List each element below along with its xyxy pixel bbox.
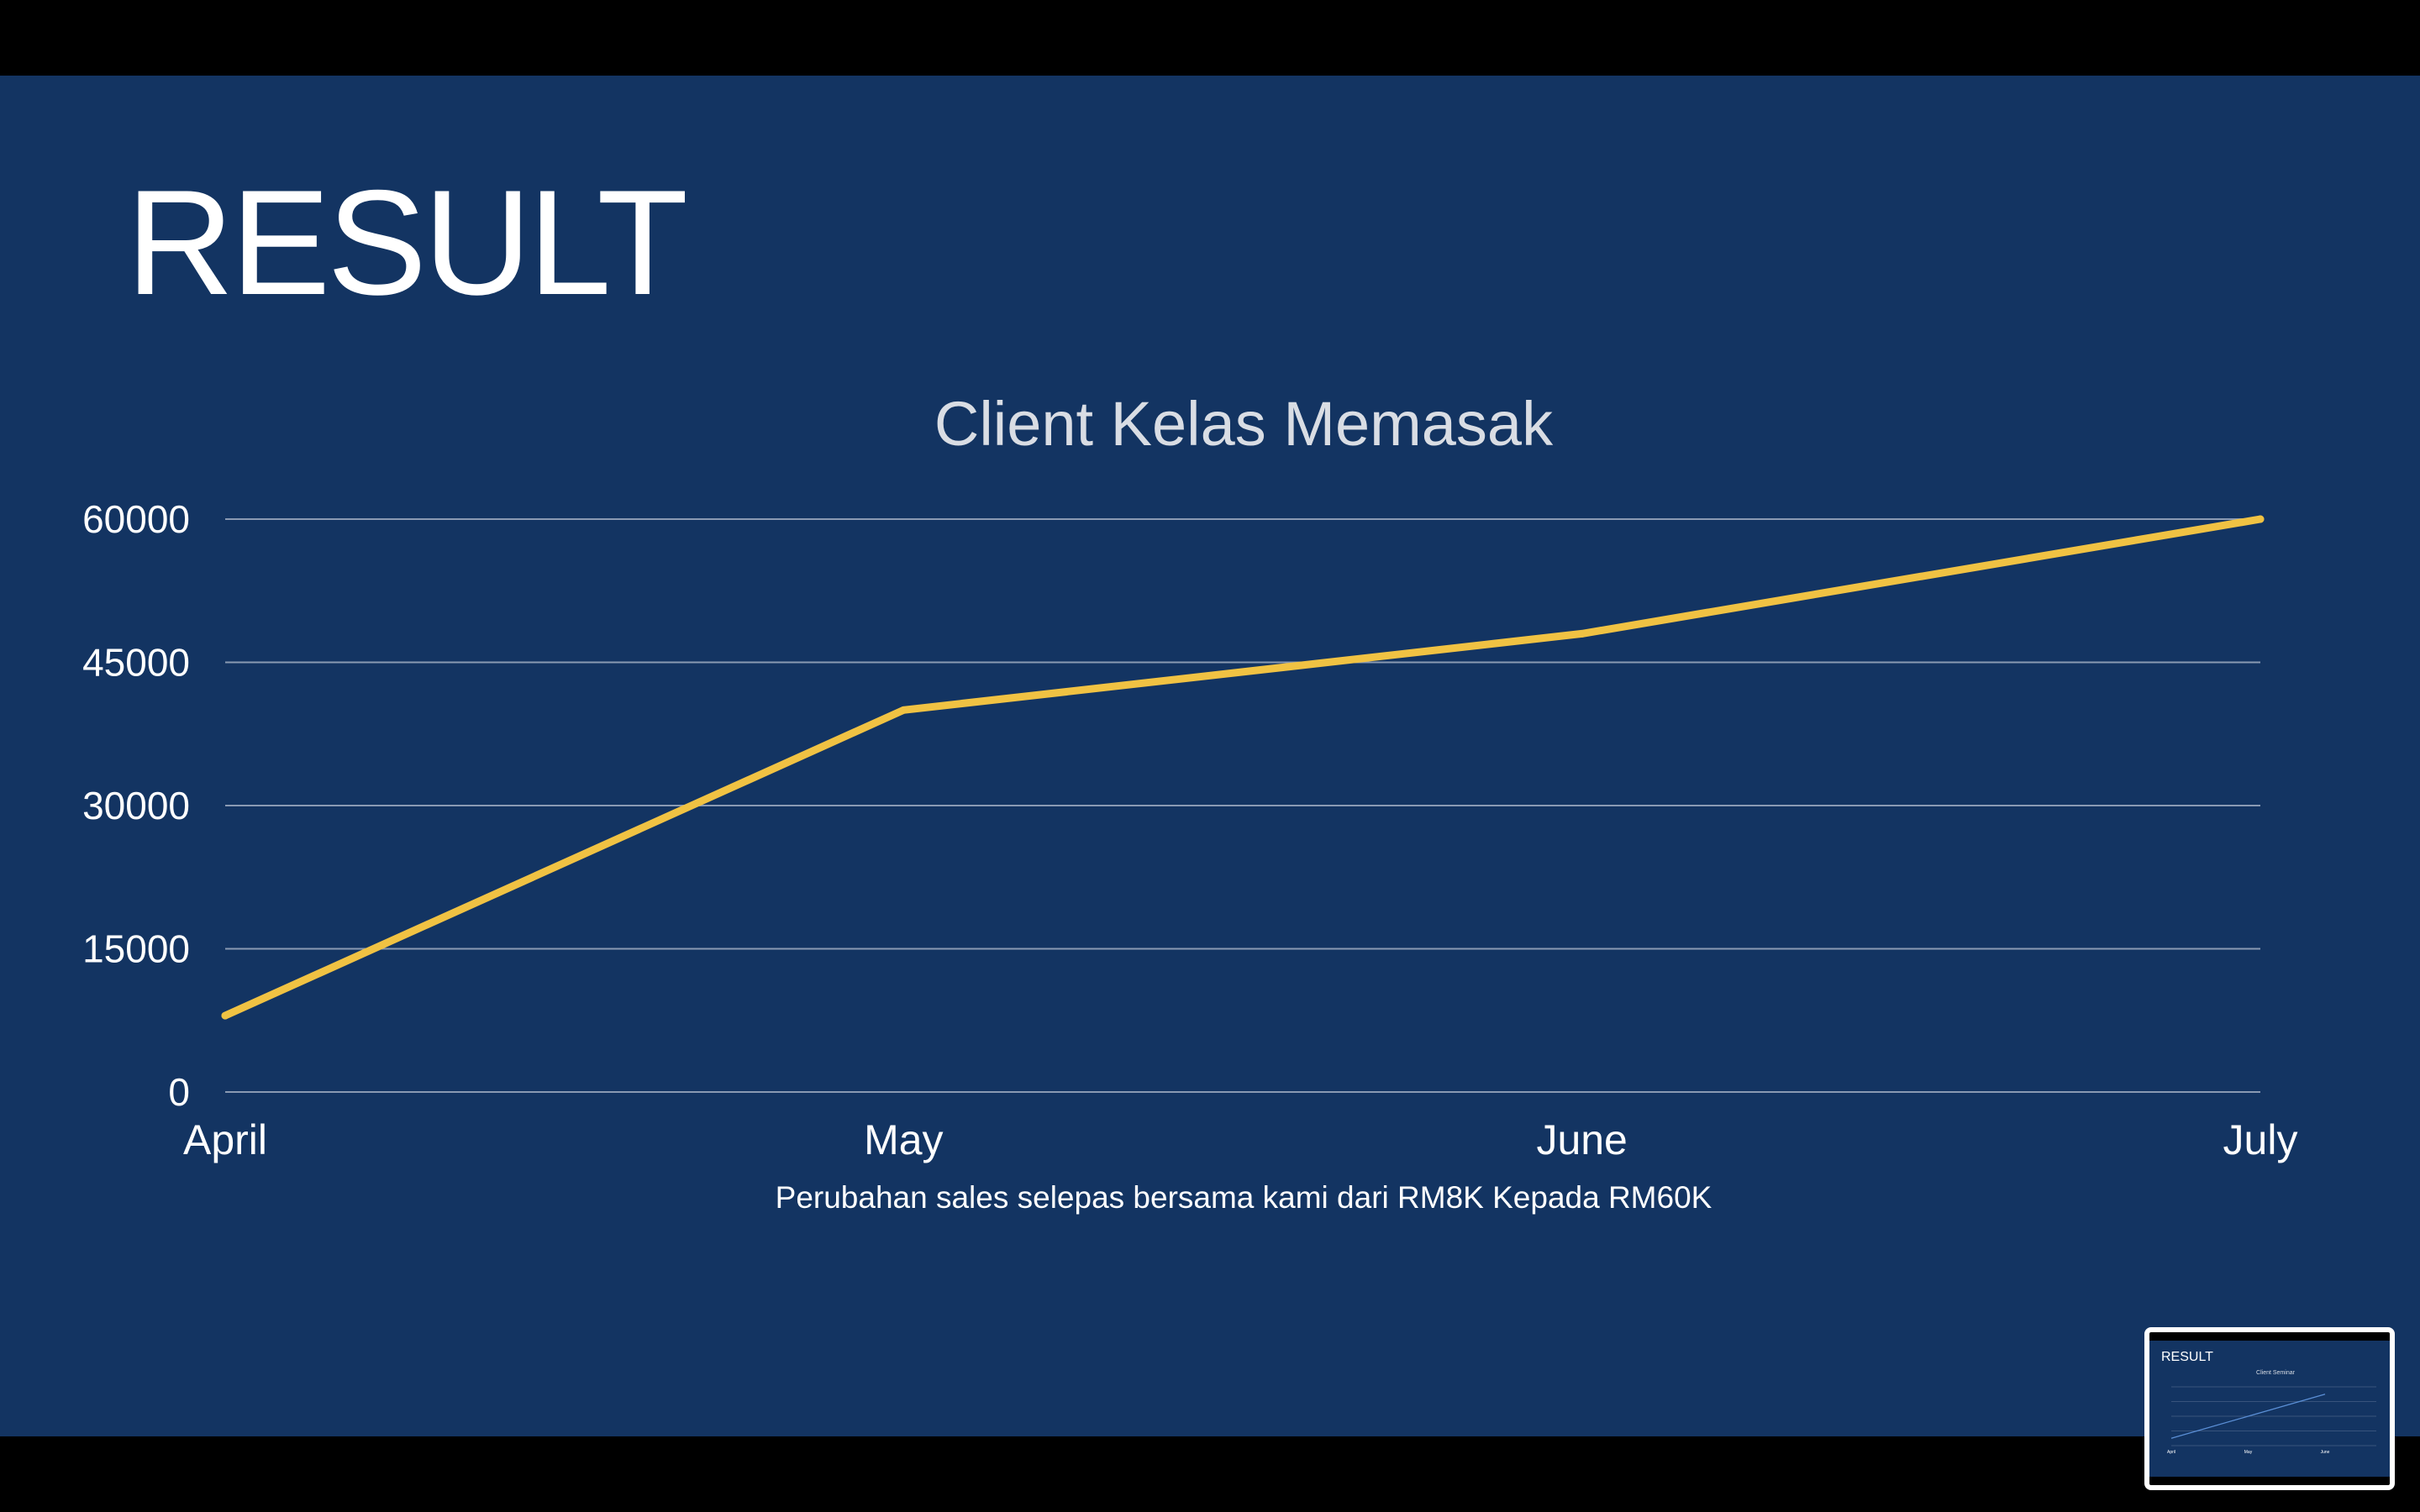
thumbnail-x-tick-labels: April May June	[2167, 1450, 2330, 1455]
x-tick-label: June	[1536, 1116, 1627, 1163]
slide-thumbnail[interactable]: RESULT Client Seminar April May June	[2144, 1327, 2395, 1490]
chart-gridlines	[225, 518, 2260, 1093]
thumbnail-chart: Client Seminar April May June	[2167, 1370, 2376, 1455]
line-chart: Client Kelas Memasak 0 15000 30000 45000 600…	[82, 389, 2297, 1215]
x-axis-tick-labels: April May June July	[183, 1116, 2297, 1163]
thumbnail-series-line	[2170, 1394, 2326, 1439]
slide: RESULT Client Kelas Memasak 0 15000 30000 4…	[0, 76, 2420, 1436]
thumbnail-title: RESULT	[2161, 1350, 2213, 1364]
thumbnail-x-tick-label: April	[2167, 1450, 2175, 1455]
chart-caption: Perubahan sales selepas bersama kami dar…	[776, 1180, 1712, 1215]
data-point	[2256, 515, 2265, 523]
thumbnail-series	[2170, 1394, 2326, 1439]
x-tick-label: April	[183, 1116, 267, 1163]
chart-title: Client Kelas Memasak	[934, 389, 1554, 459]
y-axis-tick-labels: 0 15000 30000 45000 60000	[82, 497, 190, 1114]
y-tick-label: 30000	[82, 784, 190, 827]
y-tick-label: 60000	[82, 497, 190, 541]
y-tick-label: 0	[168, 1070, 190, 1114]
thumbnail-gridlines	[2171, 1386, 2376, 1446]
thumbnail-slide: RESULT Client Seminar April May June	[2149, 1341, 2390, 1477]
thumbnail-x-tick-label: June	[2321, 1450, 2330, 1455]
series-line	[221, 515, 2265, 1020]
chart-series	[221, 515, 2265, 1020]
data-point	[221, 1011, 229, 1020]
data-point	[899, 706, 908, 714]
y-tick-label: 45000	[82, 641, 190, 685]
thumbnail-x-tick-label: May	[2244, 1450, 2253, 1455]
thumbnail-chart-title: Client Seminar	[2256, 1370, 2296, 1376]
y-tick-label: 15000	[82, 927, 190, 971]
slide-title: RESULT	[126, 159, 688, 326]
x-tick-label: July	[2223, 1116, 2298, 1163]
x-tick-label: May	[864, 1116, 943, 1163]
data-point	[1578, 629, 1586, 638]
